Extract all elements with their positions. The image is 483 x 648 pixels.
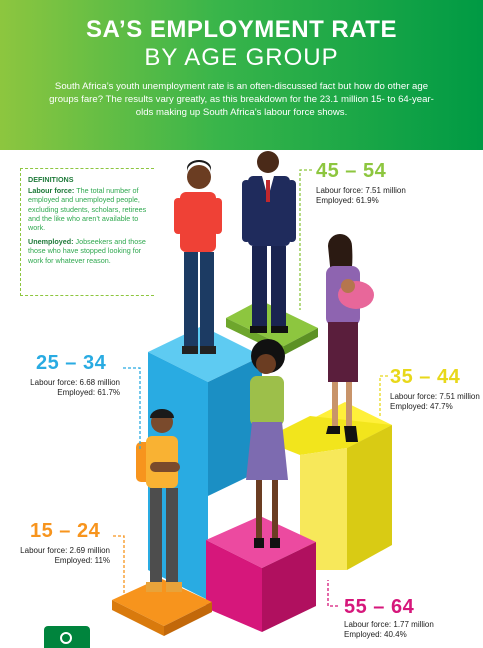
person-young-man	[136, 409, 182, 592]
employed-55-64: Employed: 40.4%	[344, 630, 407, 639]
person-suit	[242, 151, 296, 333]
definitions-box: DEFINITIONS Labour force: The total numb…	[20, 168, 154, 296]
header-banner: SA’S EMPLOYMENT RATE BY AGE GROUP South …	[0, 0, 483, 150]
employed-25-34: Employed: 61.7%	[57, 388, 120, 397]
age-label-35-44: 35 – 44	[390, 366, 460, 389]
term-labour-force: Labour force:	[28, 186, 75, 196]
platform-35-44	[262, 402, 392, 570]
podium-illustration	[112, 151, 392, 636]
labour-force-25-34: Labour force: 6.68 million	[30, 378, 120, 387]
person-woman-afro	[246, 339, 288, 548]
definition-labour-force: Labour force: The total number of employ…	[28, 186, 154, 232]
stats-55-64: Labour force: 1.77 million Employed: 40.…	[344, 620, 434, 640]
age-text-15-24: 15 – 24	[30, 520, 101, 542]
age-text-55-64: 55 – 64	[344, 596, 415, 618]
age-text-45-54: 45 – 54	[316, 160, 387, 182]
text-unemployed: Jobseekers and those those who have stop…	[28, 237, 146, 265]
person-red-shirt	[174, 160, 222, 354]
intro-text: South Africa’s youth unemployment rate i…	[49, 81, 434, 118]
labour-force-55-64: Labour force: 1.77 million	[344, 620, 434, 629]
stats-25-34: Labour force: 6.68 million Employed: 61.…	[28, 378, 120, 398]
employed-35-44: Employed: 47.7%	[390, 402, 453, 411]
logo-mark-icon	[60, 632, 72, 644]
platform-15-24	[112, 578, 212, 636]
person-woman-baby	[326, 234, 374, 442]
definitions-heading: DEFINITIONS	[28, 175, 74, 184]
stats-45-54: Labour force: 7.51 million Employed: 61.…	[316, 186, 406, 206]
title-line1: SA’S EMPLOYMENT RATE	[86, 16, 397, 43]
employed-15-24: Employed: 11%	[54, 556, 110, 565]
stats-15-24: Labour force: 2.69 million Employed: 11%	[14, 546, 110, 566]
title-line2: BY AGE GROUP	[144, 44, 339, 71]
age-label-15-24: 15 – 24	[30, 520, 100, 543]
text-labour-force: The total number of employed and unemplo…	[28, 186, 147, 233]
labour-force-15-24: Labour force: 2.69 million	[20, 546, 110, 555]
definition-unemployed: Unemployed: Jobseekers and those those w…	[28, 237, 154, 265]
age-label-25-34: 25 – 34	[36, 352, 106, 375]
age-label-55-64: 55 – 64	[344, 596, 414, 619]
labour-force-35-44: Labour force: 7.51 million	[390, 392, 480, 401]
age-text-35-44: 35 – 44	[390, 366, 461, 388]
labour-force-45-54: Labour force: 7.51 million	[316, 186, 406, 195]
callout-lines	[113, 169, 388, 607]
logo	[44, 626, 90, 648]
stats-35-44: Labour force: 7.51 million Employed: 47.…	[390, 392, 480, 412]
age-label-45-54: 45 – 54	[316, 160, 386, 183]
employed-45-54: Employed: 61.9%	[316, 196, 379, 205]
term-unemployed: Unemployed:	[28, 237, 74, 247]
age-text-25-34: 25 – 34	[36, 352, 107, 374]
